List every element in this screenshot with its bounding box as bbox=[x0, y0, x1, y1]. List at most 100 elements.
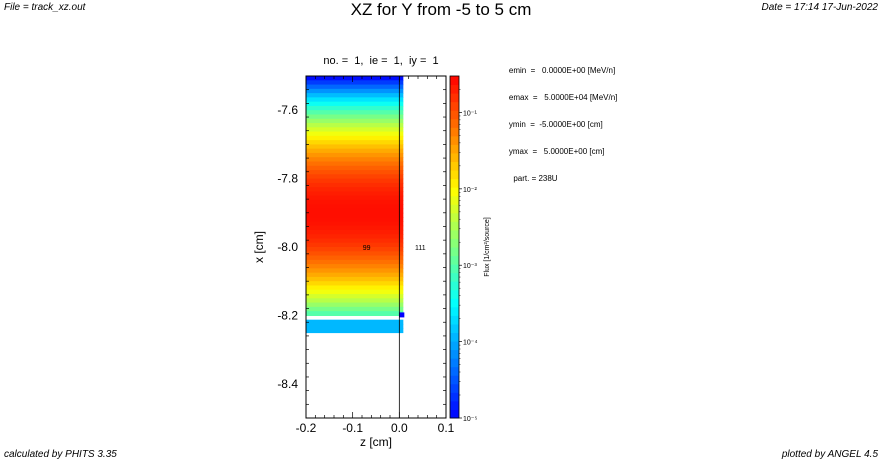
plot-frame bbox=[305, 75, 447, 419]
heatmap-cell bbox=[306, 255, 404, 261]
heatmap-cell bbox=[306, 84, 404, 90]
heatmap-cell bbox=[306, 234, 404, 240]
colorbar-segment bbox=[450, 144, 459, 154]
heatmap-cell bbox=[306, 323, 404, 329]
heatmap-cell bbox=[306, 204, 404, 210]
heatmap-cell bbox=[306, 298, 404, 304]
x-tick-label: -0.1 bbox=[342, 421, 363, 435]
colorbar-segment bbox=[450, 127, 459, 137]
file-label: File = track_xz.out bbox=[4, 2, 86, 13]
colorbar-segment bbox=[450, 229, 459, 239]
colorbar-segment bbox=[450, 315, 459, 325]
heatmap-cell bbox=[306, 311, 404, 316]
heatmap-cell bbox=[306, 191, 404, 197]
colorbar-segment bbox=[450, 366, 459, 376]
colorbar-segment bbox=[450, 392, 459, 402]
heatmap-cell bbox=[306, 110, 404, 116]
heatmap-cell bbox=[306, 127, 404, 133]
info-block: emin = 0.0000E+00 [MeV/n] emax = 5.0000E… bbox=[500, 48, 618, 192]
colorbar-segment bbox=[450, 289, 459, 299]
colorbar-segment bbox=[450, 298, 459, 308]
plot-title: XZ for Y from -5 to 5 cm bbox=[350, 0, 532, 19]
colorbar-tick-label: 10⁻³ bbox=[463, 263, 477, 270]
colorbar-tick-label: 10⁻¹ bbox=[463, 110, 477, 117]
heatmap-cell bbox=[306, 251, 404, 257]
colorbar-segment bbox=[450, 170, 459, 180]
x-tick-label: 0.1 bbox=[438, 421, 455, 435]
colorbar-segment bbox=[450, 281, 459, 291]
footer-plotted: plotted by ANGEL 4.5 bbox=[781, 449, 878, 460]
heatmap-cell bbox=[306, 161, 404, 167]
y-tick-label: -7.8 bbox=[277, 172, 298, 186]
colorbar-segment bbox=[450, 400, 459, 410]
axis-labels: -0.2 -0.1 0.0 0.1 -7.6 -7.8 -8.0 -8.2 -8.4 z [cm]… bbox=[252, 103, 455, 449]
info-line: part. = 238U bbox=[500, 174, 558, 183]
heatmap-cell bbox=[306, 229, 404, 235]
colorbar-segment bbox=[450, 187, 459, 197]
info-line: emax = 5.0000E+04 [MeV/n] bbox=[500, 93, 618, 102]
heatmap-cell bbox=[306, 170, 404, 175]
x-tick-label: -0.2 bbox=[296, 421, 317, 435]
colorbar-label: Flux [1/cm²/source] bbox=[484, 217, 491, 277]
colorbar-segment bbox=[450, 204, 459, 214]
heatmap-cell bbox=[306, 281, 404, 287]
heatmap-cell bbox=[306, 302, 404, 308]
colorbar-segment bbox=[450, 221, 459, 231]
heatmap-cell bbox=[306, 93, 404, 98]
y-tick-label: -7.6 bbox=[277, 103, 298, 117]
colorbar-tick-label: 10⁻² bbox=[463, 187, 477, 194]
heatmap-cell bbox=[306, 268, 404, 274]
colorbar-segment bbox=[450, 110, 459, 120]
footer-calculated: calculated by PHITS 3.35 bbox=[4, 449, 117, 460]
colorbar-segment bbox=[450, 152, 459, 162]
colorbar-segment bbox=[450, 247, 459, 257]
colorbar-segment bbox=[450, 272, 459, 282]
heatmap-cell bbox=[306, 294, 404, 299]
info-line: ymin = -5.0000E+00 [cm] bbox=[500, 120, 603, 129]
colorbar-segment bbox=[450, 323, 459, 333]
region-label: 99 bbox=[363, 245, 371, 252]
heatmap-cell bbox=[306, 152, 404, 158]
colorbar-segment bbox=[450, 76, 459, 86]
colorbar-segment bbox=[450, 264, 459, 274]
colorbar-frame bbox=[449, 75, 460, 419]
heatmap-cell bbox=[306, 328, 404, 334]
colorbar-segment bbox=[450, 375, 459, 385]
colorbar-segment bbox=[450, 93, 459, 103]
info-line: emin = 0.0000E+00 [MeV/n] bbox=[500, 66, 616, 75]
heatmap-cell bbox=[306, 225, 404, 231]
heatmap-cell bbox=[306, 165, 404, 171]
heatmap-cell bbox=[306, 174, 404, 180]
y-tick-label: -8.4 bbox=[277, 377, 298, 391]
region-label: 111 bbox=[415, 245, 426, 252]
heatmap-cell bbox=[306, 212, 404, 218]
colorbar-segment bbox=[450, 118, 459, 128]
heatmap-cell bbox=[306, 285, 404, 291]
colorbar-segment bbox=[450, 101, 459, 111]
heatmap-cell bbox=[306, 199, 404, 205]
date-label: Date = 17:14 17-Jun-2022 bbox=[761, 2, 878, 13]
heatmap-cell bbox=[306, 178, 404, 184]
heatmap-cell bbox=[306, 259, 404, 265]
heatmap-cell bbox=[306, 247, 404, 252]
x-tick-label: 0.0 bbox=[391, 421, 408, 435]
heatmap-cell bbox=[306, 208, 404, 214]
colorbar-segment bbox=[450, 341, 459, 351]
axes bbox=[305, 75, 447, 419]
heatmap-cell bbox=[306, 144, 404, 150]
heatmap-cell bbox=[306, 289, 404, 295]
heatmap-cell bbox=[306, 195, 404, 201]
colorbar-segment bbox=[450, 358, 459, 368]
heatmap-cell bbox=[306, 319, 404, 325]
colorbar-segment bbox=[450, 332, 459, 342]
colorbar-segment bbox=[450, 349, 459, 359]
heatmap-cell bbox=[306, 123, 404, 128]
y-tick-label: -8.2 bbox=[277, 308, 298, 322]
colorbar-segment bbox=[450, 383, 459, 393]
heatmap-cells: 99 111 bbox=[306, 76, 426, 418]
y-axis-label: x [cm] bbox=[252, 231, 266, 263]
plot-subtitle: no. = 1, ie = 1, iy = 1 bbox=[323, 55, 439, 67]
heatmap-cell bbox=[306, 187, 404, 193]
colorbar-tick-label: 10⁻⁴ bbox=[463, 340, 478, 347]
